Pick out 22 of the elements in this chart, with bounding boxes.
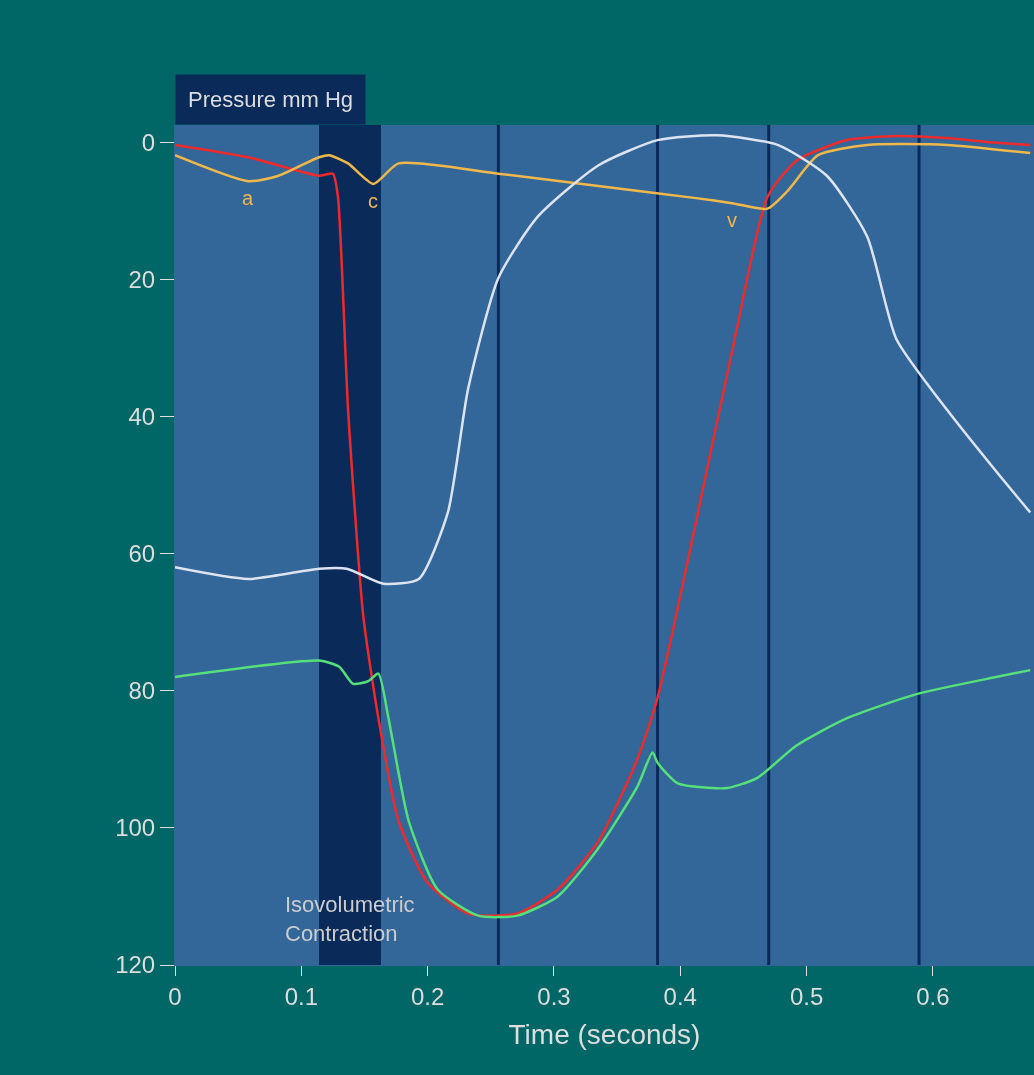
y-tick-label: 100 [115,814,156,842]
band-label: Isovolumetric Contraction [285,892,415,946]
y-tick-label: 120 [115,951,156,979]
y-tick-label: 0 [141,128,156,156]
x-tick-label: 0.6 [916,982,950,1010]
x-tick-label: 0.3 [537,982,571,1010]
y-axis-title: Pressure mm Hg [188,87,354,112]
x-axis-title: Time (seconds) [508,1018,701,1050]
x-tick-label: 0.4 [663,982,697,1010]
annotation: c [368,190,378,212]
line-series [175,142,1032,210]
x-tick-label: 0.5 [789,982,824,1010]
x-tick-label: 0.2 [410,982,445,1010]
x-tick-label: 0 [168,982,182,1010]
x-tick-label: 0.1 [284,982,319,1010]
y-tick-label: 20 [128,265,156,293]
y-tick-label: 60 [128,539,156,567]
y-tick-label: 40 [128,402,156,430]
annotation: v [727,209,737,231]
y-tick-label: 80 [128,677,156,705]
line-series [175,134,1032,586]
annotation: a [242,187,254,209]
